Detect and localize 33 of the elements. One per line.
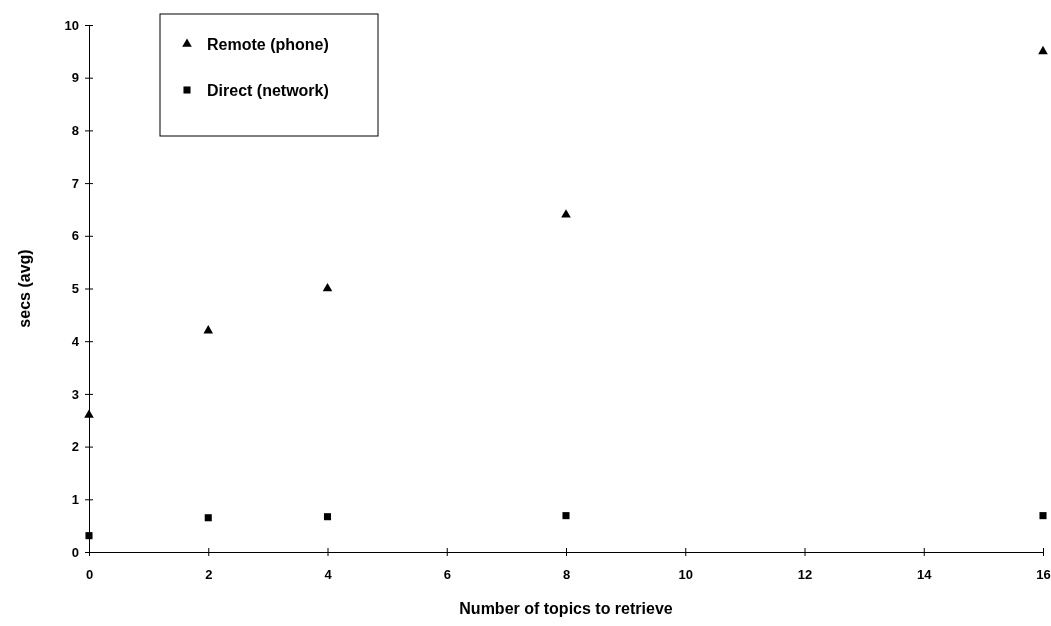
y-tick-label: 7: [71, 175, 79, 191]
x-tick-label: 12: [797, 567, 813, 583]
y-axis-title: secs (avg): [16, 249, 33, 328]
x-tick-label: 0: [85, 567, 94, 583]
x-tick-label: 6: [443, 567, 451, 583]
x-tick-label: 16: [1036, 567, 1051, 583]
point: [204, 514, 212, 522]
y-tick-label: 4: [71, 333, 80, 349]
point: [562, 512, 570, 520]
y-tick-label: 10: [64, 17, 79, 33]
point: [1039, 512, 1047, 520]
y-tick-label: 8: [71, 123, 79, 139]
x-axis-title: Number of topics to retrieve: [459, 600, 673, 617]
legend-label: Remote (phone): [207, 36, 329, 53]
y-tick-label: 5: [71, 281, 79, 297]
point: [322, 282, 333, 292]
point: [84, 409, 94, 418]
point: [323, 513, 332, 521]
x-tick-label: 2: [205, 567, 213, 583]
point: [1038, 45, 1048, 55]
y-tick-label: 9: [71, 70, 79, 86]
y-tick-label: 6: [71, 228, 79, 244]
y-tick-label: 3: [71, 386, 79, 402]
x-tick-label: 14: [917, 567, 933, 583]
point: [203, 325, 214, 334]
y-tick-label: 1: [71, 491, 79, 507]
legend-label: Direct (network): [207, 82, 329, 99]
x-tick-label: 10: [678, 567, 693, 583]
y-tick-label: 0: [71, 544, 79, 560]
x-tick-label: 4: [324, 567, 333, 583]
y-tick-label: 2: [71, 439, 79, 455]
x-tick-label: 8: [562, 567, 571, 583]
point: [85, 532, 93, 540]
